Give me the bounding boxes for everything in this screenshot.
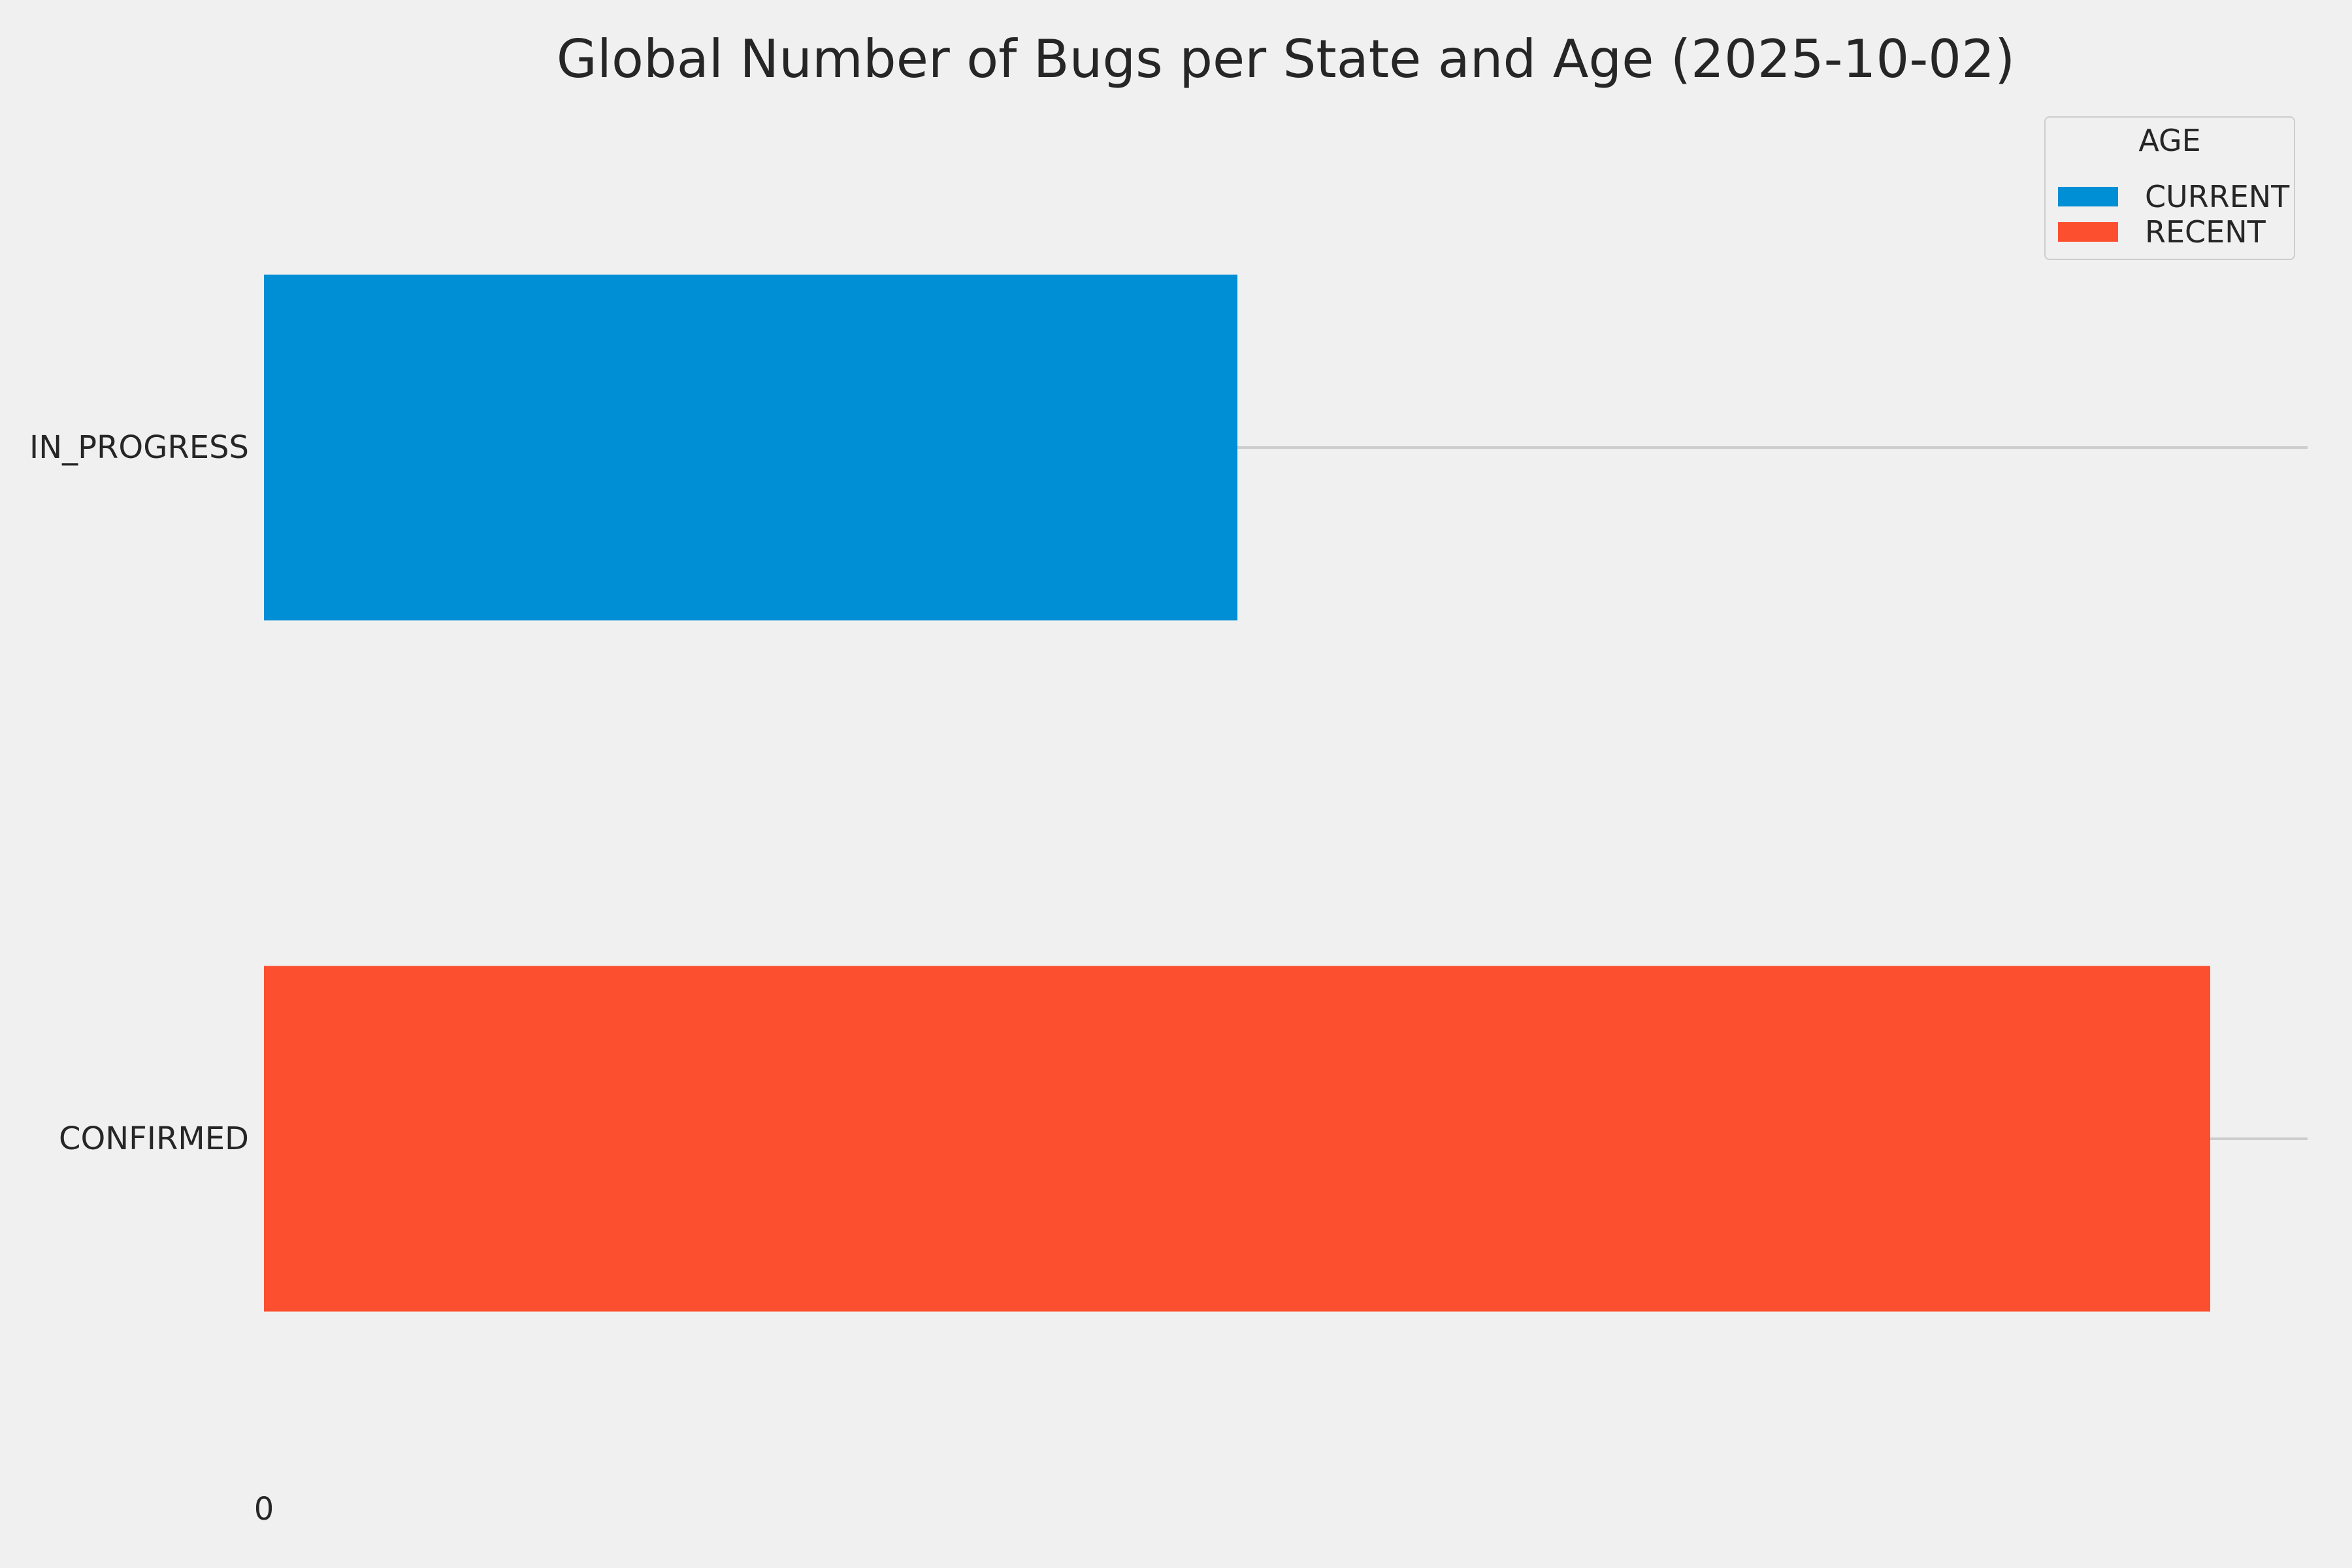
- legend-entry-recent: RECENT: [2046, 214, 2294, 250]
- bar-in_progress-current: [264, 274, 1237, 621]
- category-gridline: [264, 446, 2308, 449]
- x-tick-label-0: 0: [253, 1491, 274, 1527]
- chart-title: Global Number of Bugs per State and Age …: [556, 29, 2016, 90]
- y-tick-label-in_progress: IN_PROGRESS: [29, 429, 249, 466]
- legend: AGE CURRENT RECENT: [2044, 116, 2295, 260]
- plot-area: [264, 102, 2308, 1484]
- legend-title: AGE: [2138, 123, 2201, 158]
- legend-entry-current: CURRENT: [2046, 179, 2294, 214]
- legend-swatch-current: [2058, 187, 2118, 206]
- legend-entries: CURRENT RECENT: [2046, 179, 2294, 250]
- y-tick-label-confirmed: CONFIRMED: [58, 1120, 249, 1157]
- legend-label-current: CURRENT: [2145, 179, 2290, 214]
- bar-confirmed-recent: [264, 966, 2211, 1312]
- legend-label-recent: RECENT: [2145, 214, 2266, 250]
- legend-swatch-recent: [2058, 222, 2118, 242]
